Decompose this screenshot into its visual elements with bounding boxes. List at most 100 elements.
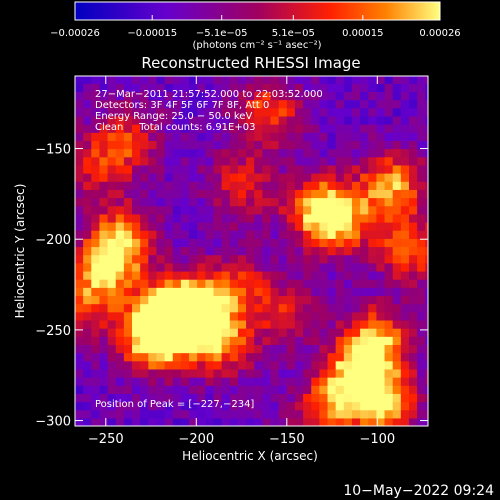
heatmap-cell xyxy=(270,352,280,362)
heatmap-cell xyxy=(213,164,223,174)
heatmap-cell xyxy=(172,352,182,362)
heatmap-cell xyxy=(115,295,125,305)
heatmap-cell xyxy=(229,303,239,313)
heatmap-cell xyxy=(140,148,149,158)
heatmap-cell xyxy=(197,148,206,158)
heatmap-cell xyxy=(303,230,312,239)
heatmap-cell xyxy=(99,311,109,321)
heatmap-cell xyxy=(221,409,231,419)
heatmap-cell xyxy=(303,132,312,141)
heatmap-cell xyxy=(164,385,174,394)
heatmap-cell xyxy=(262,181,272,190)
heatmap-cell xyxy=(368,254,378,264)
heatmap-cell xyxy=(319,115,329,125)
heatmap-cell xyxy=(400,401,410,411)
heatmap-cell xyxy=(140,140,149,150)
heatmap-cell xyxy=(425,377,428,386)
heatmap-cell xyxy=(335,279,345,288)
heatmap-cell xyxy=(237,107,247,117)
heatmap-cell xyxy=(237,205,247,215)
heatmap-cell xyxy=(180,401,190,411)
heatmap-cell xyxy=(335,287,345,297)
heatmap-cell xyxy=(123,287,133,297)
heatmap-cell xyxy=(303,360,312,370)
heatmap-cell xyxy=(319,401,329,411)
heatmap-cell xyxy=(75,417,84,426)
heatmap-cell xyxy=(246,377,255,386)
heatmap-cell xyxy=(205,197,215,207)
heatmap-cell xyxy=(189,205,198,215)
heatmap-cell xyxy=(319,140,329,150)
heatmap-cell xyxy=(99,115,109,125)
heatmap-cell xyxy=(213,76,223,84)
heatmap-cell xyxy=(351,189,361,199)
heatmap-cell xyxy=(148,124,158,133)
heatmap-cell xyxy=(132,140,141,150)
heatmap-cell xyxy=(148,262,158,272)
heatmap-cell xyxy=(327,262,337,272)
heatmap-cell xyxy=(360,124,369,133)
heatmap-cell xyxy=(278,197,288,207)
heatmap-cell xyxy=(213,368,223,378)
heatmap-cell xyxy=(286,401,296,411)
heatmap-cell xyxy=(237,279,247,288)
heatmap-cell xyxy=(327,99,337,109)
heatmap-cell xyxy=(392,319,402,329)
heatmap-cell xyxy=(425,401,428,411)
heatmap-cell xyxy=(368,197,378,207)
heatmap-cell xyxy=(384,246,394,256)
heatmap-cell xyxy=(148,360,158,370)
heatmap-cell xyxy=(278,132,288,141)
heatmap-cell xyxy=(205,270,215,280)
heatmap-cell xyxy=(132,352,141,362)
heatmap-cell xyxy=(278,140,288,150)
heatmap-cell xyxy=(408,409,418,419)
heatmap-cell xyxy=(351,352,361,362)
heatmap-cell xyxy=(156,377,166,386)
heatmap-cell xyxy=(425,393,428,403)
heatmap-cell xyxy=(91,393,101,403)
heatmap-cell xyxy=(254,344,263,354)
heatmap-cell xyxy=(83,132,92,141)
heatmap-cell xyxy=(172,368,182,378)
heatmap-cell xyxy=(425,197,428,207)
heatmap-cell xyxy=(189,368,198,378)
heatmap-cell xyxy=(75,352,84,362)
heatmap-cell xyxy=(319,132,329,141)
heatmap-cell xyxy=(376,238,386,248)
heatmap-cell xyxy=(197,213,206,223)
heatmap-cell xyxy=(140,368,149,378)
heatmap-cell xyxy=(343,115,353,125)
heatmap-cell xyxy=(376,246,386,256)
heatmap-cell xyxy=(278,99,288,109)
heatmap-cell xyxy=(417,319,426,329)
heatmap-cell xyxy=(278,417,288,426)
heatmap-cell xyxy=(246,148,255,158)
heatmap-cell xyxy=(425,319,428,329)
heatmap-cell xyxy=(278,393,288,403)
heatmap-cell xyxy=(400,132,410,141)
heatmap-cell xyxy=(384,213,394,223)
heatmap-cell xyxy=(384,254,394,264)
heatmap-cell xyxy=(262,164,272,174)
heatmap-cell xyxy=(189,213,198,223)
heatmap-cell xyxy=(140,156,149,166)
heatmap-cell xyxy=(189,140,198,150)
heatmap-cell xyxy=(425,132,428,141)
heatmap-cell xyxy=(400,368,410,378)
heatmap-cell xyxy=(254,132,263,141)
heatmap-cell xyxy=(237,189,247,199)
heatmap-cell xyxy=(83,311,92,321)
heatmap-cell xyxy=(384,328,394,337)
heatmap-cell xyxy=(189,107,198,117)
heatmap-cell xyxy=(270,328,280,337)
heatmap-cell xyxy=(343,311,353,321)
heatmap-cell xyxy=(107,344,117,354)
heatmap-cell xyxy=(172,205,182,215)
heatmap-cell xyxy=(140,76,149,84)
heatmap-cell xyxy=(376,417,386,426)
heatmap-cell xyxy=(360,262,369,272)
heatmap-cell xyxy=(303,262,312,272)
heatmap-cell xyxy=(91,140,101,150)
heatmap-cell xyxy=(376,262,386,272)
